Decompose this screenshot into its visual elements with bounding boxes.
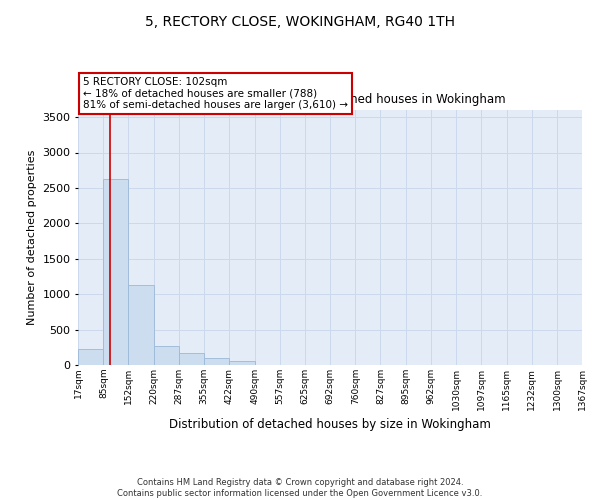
Bar: [78, 348, 103, 365]
Bar: [204, 358, 229, 365]
Text: 5, RECTORY CLOSE, WOKINGHAM, RG40 1TH: 5, RECTORY CLOSE, WOKINGHAM, RG40 1TH: [145, 15, 455, 29]
Y-axis label: Number of detached properties: Number of detached properties: [26, 150, 37, 325]
Bar: [229, 361, 254, 365]
Text: Contains HM Land Registry data © Crown copyright and database right 2024.
Contai: Contains HM Land Registry data © Crown c…: [118, 478, 482, 498]
Text: 5 RECTORY CLOSE: 102sqm
← 18% of detached houses are smaller (788)
81% of semi-d: 5 RECTORY CLOSE: 102sqm ← 18% of detache…: [83, 77, 348, 110]
X-axis label: Distribution of detached houses by size in Wokingham: Distribution of detached houses by size …: [169, 418, 491, 431]
Bar: [128, 285, 154, 365]
Bar: [154, 346, 179, 365]
Title: Size of property relative to detached houses in Wokingham: Size of property relative to detached ho…: [155, 93, 505, 106]
Bar: [179, 353, 204, 365]
Bar: [103, 178, 128, 365]
